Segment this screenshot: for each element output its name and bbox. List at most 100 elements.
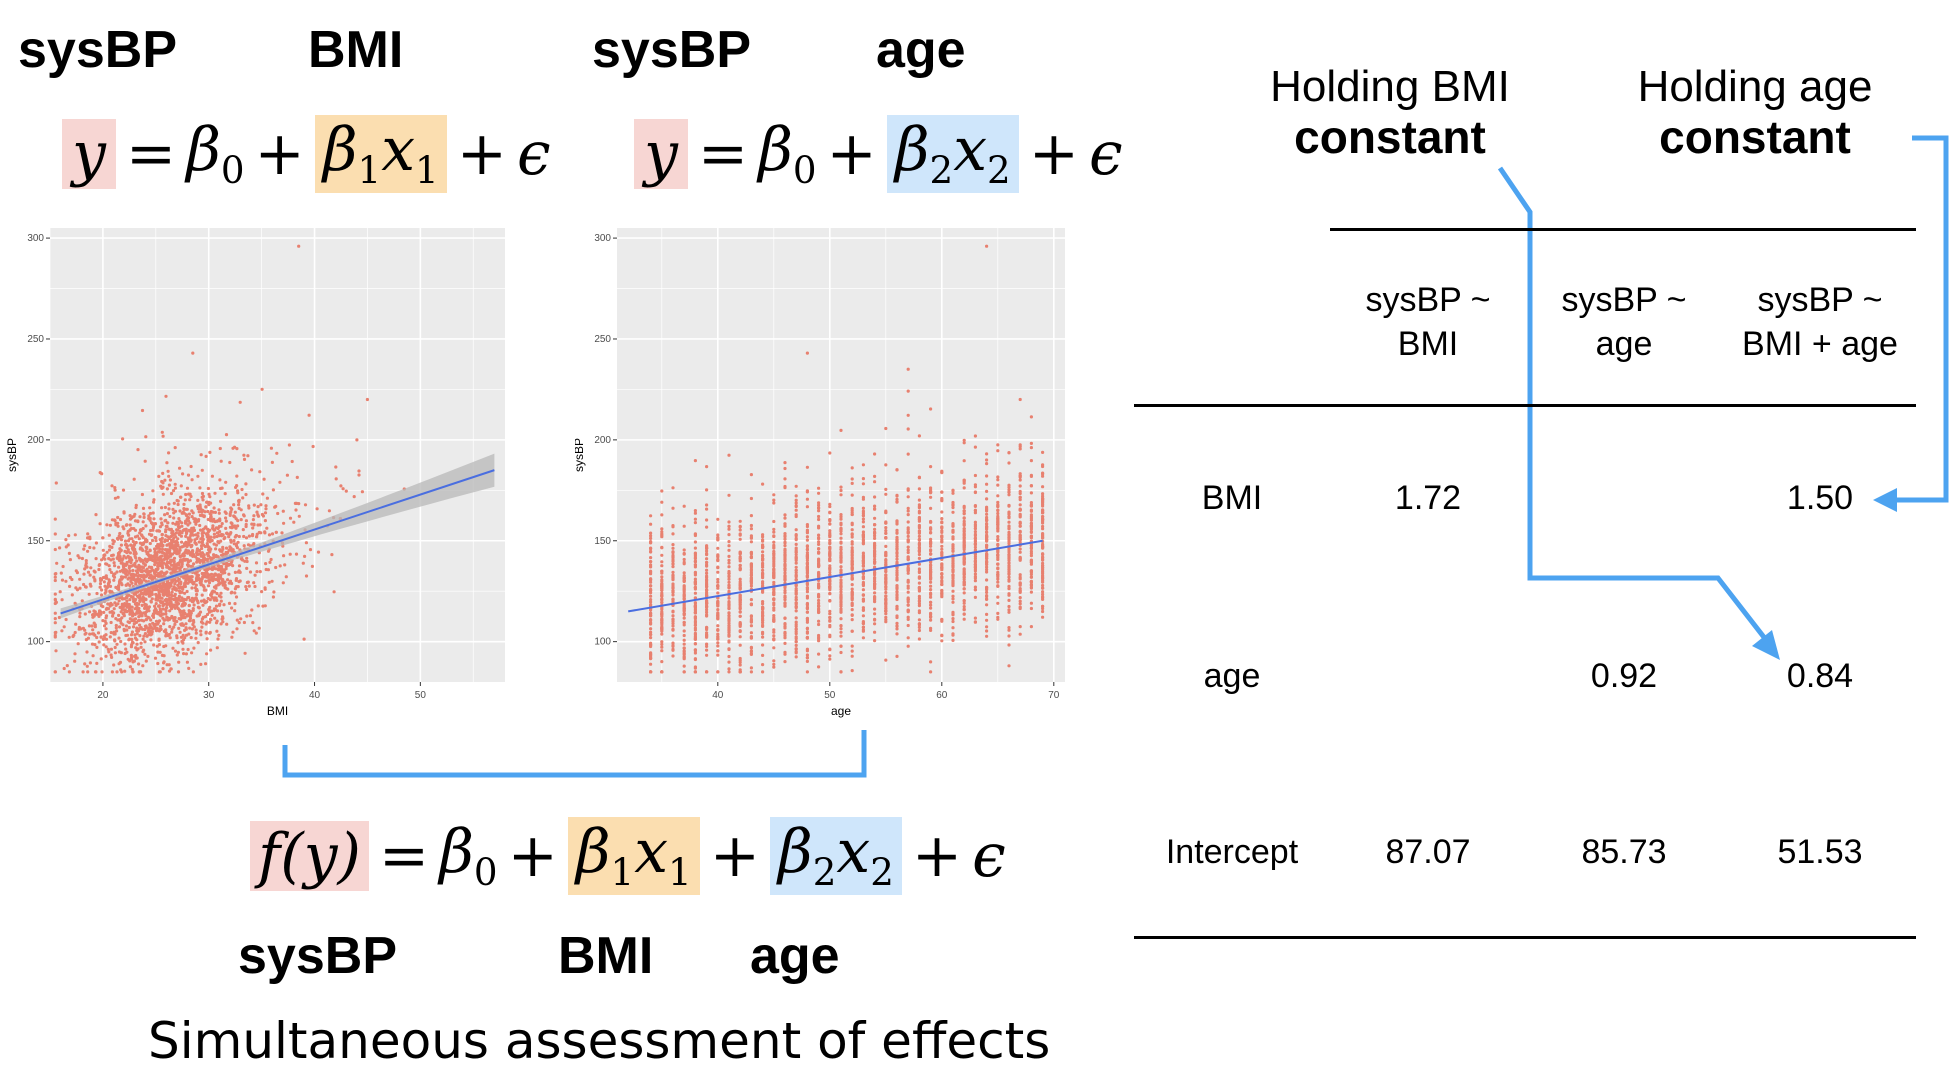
data-point <box>727 527 731 531</box>
data-point <box>89 584 93 588</box>
data-point <box>57 615 62 620</box>
data-point <box>216 519 220 523</box>
data-point <box>196 573 201 577</box>
data-point <box>172 536 176 540</box>
data-point <box>187 603 191 607</box>
data-point <box>294 552 299 556</box>
data-point <box>199 629 203 633</box>
data-point <box>244 585 248 589</box>
data-point <box>109 631 113 635</box>
data-point <box>303 503 308 507</box>
eq1-beta0: β0 <box>186 115 244 192</box>
data-point <box>115 570 119 574</box>
data-point <box>264 504 268 508</box>
data-point <box>185 660 189 664</box>
data-point <box>229 591 233 595</box>
data-point <box>160 547 165 551</box>
data-point <box>119 538 124 542</box>
data-point <box>250 608 254 612</box>
data-point <box>705 525 709 529</box>
data-point <box>139 641 143 645</box>
data-point <box>90 624 94 628</box>
data-point <box>264 562 268 566</box>
data-point <box>355 438 359 442</box>
data-point <box>197 510 201 514</box>
data-point <box>705 557 709 561</box>
data-point <box>58 590 62 594</box>
data-point <box>183 591 187 595</box>
data-point <box>199 599 204 603</box>
data-point <box>165 563 169 567</box>
data-point <box>157 529 162 533</box>
data-point <box>271 595 275 599</box>
data-point <box>176 499 180 503</box>
data-point <box>207 608 211 612</box>
data-point <box>229 521 233 525</box>
data-point <box>660 513 664 517</box>
data-point <box>152 569 157 573</box>
data-point <box>61 564 65 569</box>
data-point <box>174 596 178 600</box>
data-point <box>224 480 228 484</box>
data-point <box>123 651 127 656</box>
data-point <box>164 612 168 616</box>
data-point <box>212 598 216 602</box>
data-point <box>200 558 204 562</box>
data-point <box>128 514 132 518</box>
data-point <box>794 651 798 655</box>
data-point <box>136 534 140 538</box>
data-point <box>167 548 171 552</box>
data-point <box>107 533 111 537</box>
data-point <box>184 521 188 525</box>
eq2-x2: x <box>953 115 988 186</box>
data-point <box>158 562 162 567</box>
data-point <box>727 670 731 674</box>
data-point <box>962 438 966 442</box>
data-point <box>649 622 653 626</box>
data-point <box>100 588 104 592</box>
data-point <box>267 580 271 584</box>
data-point <box>210 591 214 596</box>
data-point <box>727 493 731 497</box>
data-point <box>161 481 165 485</box>
data-point <box>973 545 977 549</box>
data-point <box>660 489 664 493</box>
data-point <box>189 564 193 568</box>
data-point <box>191 351 195 355</box>
data-point <box>166 521 170 525</box>
data-point <box>232 525 236 529</box>
data-point <box>188 626 192 630</box>
eq1-x1: x <box>381 115 416 186</box>
data-point <box>194 541 198 545</box>
data-point <box>131 515 135 519</box>
data-point <box>178 630 182 634</box>
data-point <box>167 451 171 455</box>
data-point <box>228 460 232 465</box>
data-point <box>339 484 343 488</box>
data-point <box>234 585 238 589</box>
data-point <box>134 556 138 560</box>
data-point <box>221 533 225 537</box>
data-point <box>158 538 162 542</box>
data-point <box>861 530 865 534</box>
data-point <box>850 523 854 527</box>
data-point <box>142 512 146 516</box>
data-point <box>170 630 174 634</box>
data-point <box>229 540 233 544</box>
data-point <box>794 616 798 620</box>
data-point <box>817 509 821 513</box>
data-point <box>124 583 128 587</box>
data-point <box>200 510 204 514</box>
data-point <box>1041 524 1045 529</box>
data-point <box>110 484 114 488</box>
data-point <box>167 591 171 595</box>
data-point <box>184 548 188 552</box>
data-point <box>62 666 66 671</box>
data-point <box>973 585 977 589</box>
data-point <box>121 623 125 627</box>
data-point <box>224 567 228 571</box>
data-point <box>185 589 189 594</box>
data-point <box>761 563 765 567</box>
data-point <box>996 494 1000 498</box>
data-point <box>749 540 753 544</box>
